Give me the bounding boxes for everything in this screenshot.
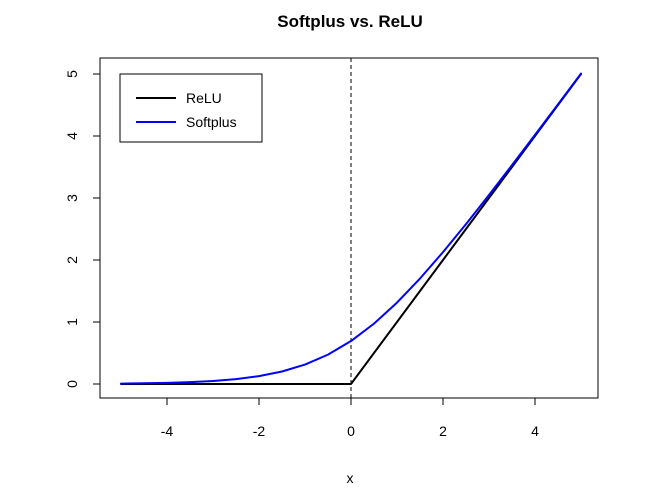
- y-tick-label: 1: [64, 318, 80, 326]
- x-axis-label: x: [347, 470, 354, 486]
- series-line-softplus: [120, 72, 582, 385]
- legend-label-softplus: Softplus: [186, 114, 237, 130]
- series-group: [120, 58, 582, 398]
- y-tick-label: 5: [64, 70, 80, 78]
- y-tick-label: 3: [64, 194, 80, 202]
- chart-title: Softplus vs. ReLU: [277, 12, 422, 31]
- legend-label-relu: ReLU: [186, 90, 222, 106]
- x-tick-label: 4: [531, 423, 539, 439]
- x-tick-label: -4: [161, 423, 174, 439]
- x-tick-label: 0: [347, 423, 355, 439]
- y-tick-label: 0: [64, 380, 80, 388]
- legend-group: ReLU Softplus: [119, 73, 263, 143]
- y-tick-label: 2: [64, 256, 80, 264]
- y-tick-label: 4: [64, 132, 80, 140]
- plot-frame-group: [99, 57, 599, 399]
- x-tick-label: 2: [439, 423, 447, 439]
- series-line-relu: [120, 73, 582, 385]
- x-tick-label: -2: [253, 423, 266, 439]
- legend-box: [119, 73, 263, 143]
- plot-frame: [99, 57, 599, 399]
- axes-group: -4 -2 0 2 4 0 1 2 3 4 5: [64, 70, 539, 439]
